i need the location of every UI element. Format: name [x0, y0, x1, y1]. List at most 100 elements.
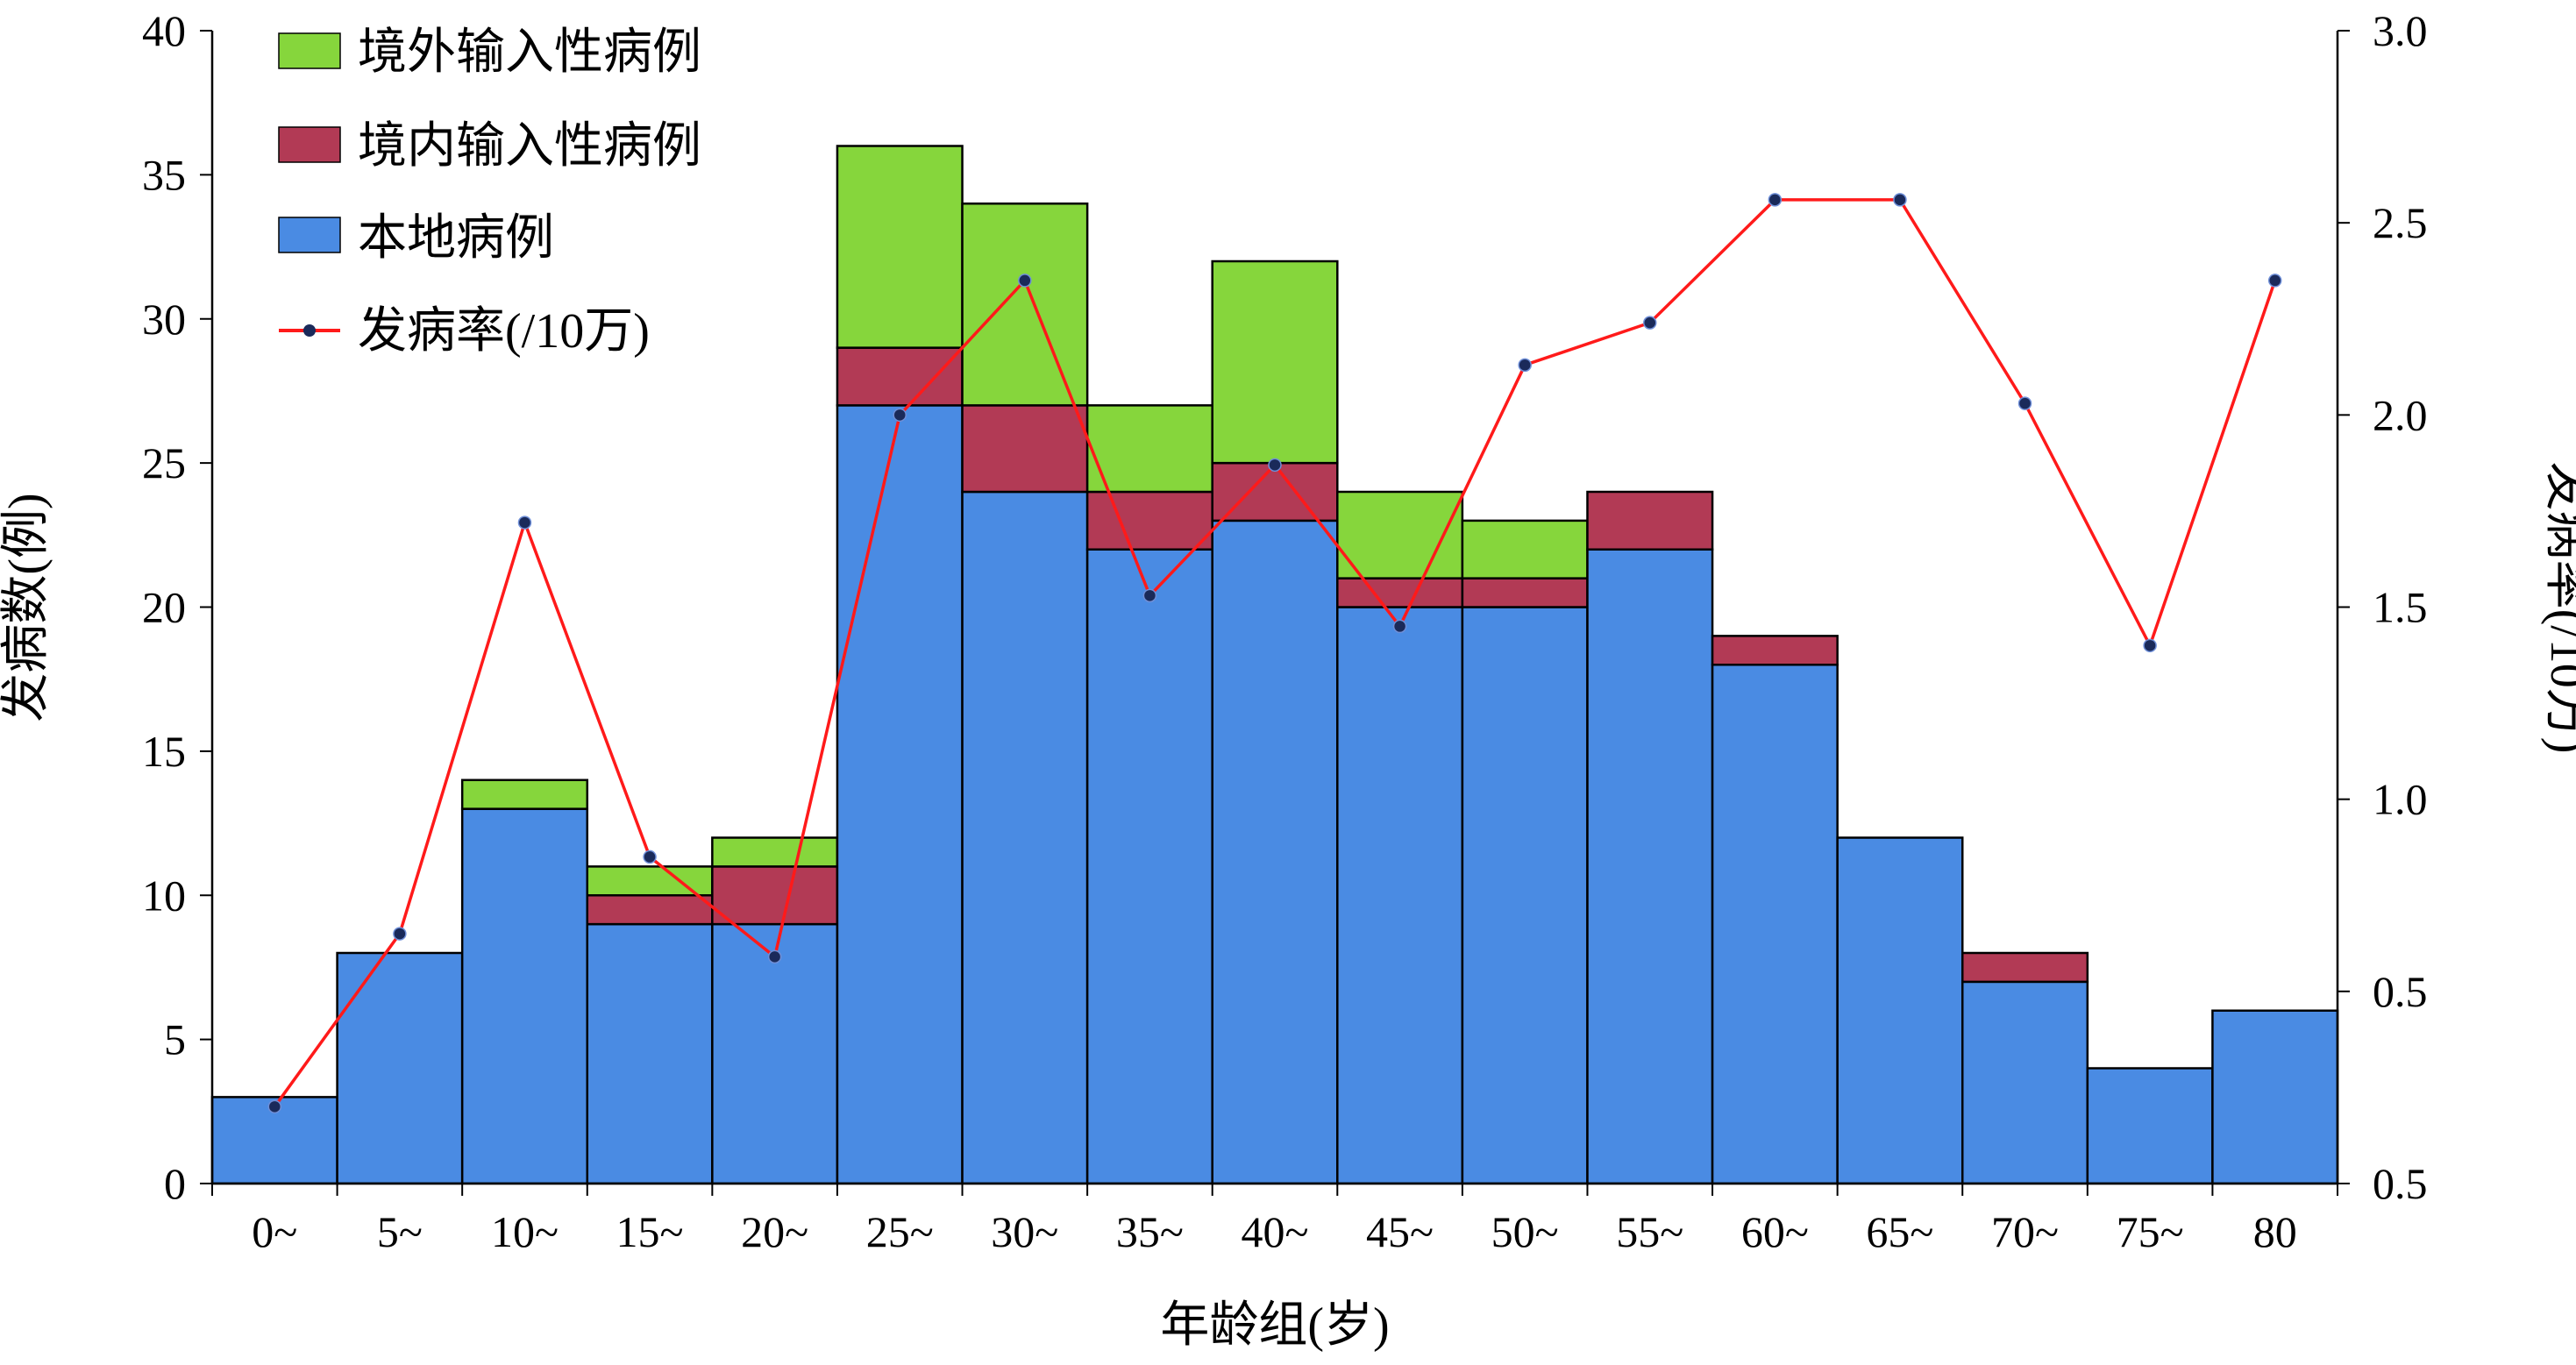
y-left-tick-label-5: 25 [142, 438, 186, 487]
bar-series-2-3 [586, 865, 714, 897]
bar-series-0-14 [1960, 980, 2089, 1185]
bar-series-1-7 [1085, 490, 1213, 551]
incidence-point-3 [643, 850, 657, 864]
x-tick-label-10: 50~ [1491, 1207, 1559, 1256]
bar-series-0-8 [1211, 519, 1339, 1185]
x-tick-label-3: 15~ [616, 1207, 684, 1256]
bar-series-0-3 [586, 922, 714, 1185]
incidence-point-8 [1268, 458, 1282, 473]
y-right-tick-label-4: 2.0 [2373, 390, 2428, 439]
bar-series-0-15 [2086, 1067, 2214, 1185]
bar-series-0-9 [1336, 606, 1464, 1185]
x-tick-label-4: 20~ [741, 1207, 808, 1256]
bar-series-2-10 [1461, 519, 1589, 579]
incidence-point-4 [767, 949, 782, 964]
y-right-tick-label-1: 0.5 [2373, 967, 2428, 1016]
legend-label-local: 本地病例 [358, 211, 554, 266]
y-left-tick-label-3: 15 [142, 727, 186, 776]
y-right-tick-label-5: 2.5 [2373, 198, 2428, 247]
legend-swatch-domestic-imported [278, 126, 341, 163]
incidence-point-14 [2017, 396, 2032, 410]
legend-swatch-local [278, 217, 341, 253]
bar-series-2-9 [1336, 490, 1464, 579]
y-right-tick-label-6: 3.0 [2373, 6, 2428, 55]
bar-series-1-9 [1336, 577, 1464, 608]
incidence-point-0 [267, 1099, 282, 1114]
incidence-point-6 [1018, 274, 1032, 288]
legend-swatch-overseas-imported [278, 32, 341, 69]
bar-series-2-2 [460, 778, 589, 810]
bar-series-2-4 [711, 836, 839, 868]
bar-series-1-11 [1586, 490, 1714, 551]
x-tick-label-6: 30~ [991, 1207, 1058, 1256]
y-right-tick-label-2: 1.0 [2373, 775, 2428, 824]
y-left-tick-label-4: 20 [142, 583, 186, 632]
bar-series-0-13 [1836, 836, 1964, 1185]
bar-series-0-5 [836, 404, 964, 1185]
x-tick-label-15: 75~ [2117, 1207, 2184, 1256]
legend-label-incidence: 发病率(/10万) [358, 304, 650, 359]
y-left-tick-label-1: 5 [164, 1015, 186, 1064]
x-tick-label-16: 80 [2253, 1207, 2297, 1256]
incidence-point-10 [1518, 358, 1532, 373]
y-left-tick-label-7: 35 [142, 150, 186, 199]
bar-series-1-12 [1711, 635, 1839, 666]
incidence-point-2 [517, 515, 532, 530]
x-tick-label-13: 65~ [1866, 1207, 1933, 1256]
x-tick-label-12: 60~ [1741, 1207, 1809, 1256]
legend-label-domestic-imported: 境内输入性病例 [358, 119, 701, 174]
incidence-point-13 [1893, 193, 1907, 207]
incidence-point-11 [1643, 316, 1657, 330]
bar-series-1-5 [836, 346, 964, 407]
incidence-point-9 [1392, 619, 1407, 634]
y-left-tick-label-2: 10 [142, 871, 186, 920]
y-right-tick-label-0: 0.5 [2373, 1159, 2428, 1208]
legend: 境外输入性病例 境内输入性病例 本地病例 发病率(/10万) [278, 25, 701, 359]
bar-series-0-10 [1461, 606, 1589, 1185]
bar-series-0-16 [2211, 1009, 2339, 1185]
bar-series-0-1 [336, 951, 464, 1185]
x-tick-label-8: 40~ [1241, 1207, 1308, 1256]
bar-series-1-6 [961, 404, 1089, 494]
bar-series-0-11 [1586, 548, 1714, 1185]
bar-series-1-4 [711, 865, 839, 926]
bar-series-2-6 [961, 203, 1089, 407]
bar-series-0-12 [1711, 664, 1839, 1185]
x-axis-title: 年龄组(岁) [1160, 1298, 1389, 1353]
incidence-point-16 [2267, 274, 2282, 288]
y-axis-right-title: 发病率(/10万) [2540, 462, 2576, 754]
bar-series-0-2 [460, 807, 589, 1185]
x-tick-label-5: 25~ [866, 1207, 934, 1256]
y-left-tick-label-0: 0 [164, 1159, 186, 1208]
ticks-layer: 0~ 5~ 10~ 15~ 20~ 25~ 30~ 35~ 40~ 45~ 50~ 55~ 60~ 65~… [142, 6, 2428, 1256]
x-tick-label-1: 5~ [377, 1207, 423, 1256]
bar-series-0-7 [1085, 548, 1213, 1185]
bar-series-1-14 [1960, 951, 2089, 984]
line-layer [267, 193, 2282, 1114]
y-left-tick-label-8: 40 [142, 6, 186, 55]
x-tick-label-2: 10~ [491, 1207, 559, 1256]
x-tick-label-9: 45~ [1366, 1207, 1434, 1256]
y-axis-left-title: 发病数(例) [0, 493, 53, 722]
incidence-point-12 [1768, 193, 1783, 207]
x-tick-label-0: 0~ [252, 1207, 297, 1256]
bar-series-2-7 [1085, 404, 1213, 494]
incidence-point-5 [893, 408, 907, 423]
bar-series-2-8 [1211, 259, 1339, 465]
y-left-tick-label-6: 30 [142, 295, 186, 344]
x-tick-label-11: 55~ [1616, 1207, 1683, 1256]
incidence-point-7 [1142, 588, 1157, 603]
x-tick-label-14: 70~ [1991, 1207, 2059, 1256]
legend-label-overseas-imported: 境外输入性病例 [358, 25, 701, 80]
x-tick-label-7: 35~ [1116, 1207, 1184, 1256]
incidence-point-1 [393, 927, 407, 941]
bars-layer [210, 145, 2339, 1185]
incidence-point-15 [2143, 638, 2157, 653]
bar-series-2-5 [836, 145, 964, 349]
legend-line-marker [303, 324, 316, 337]
bar-series-1-3 [586, 894, 714, 926]
y-right-tick-label-3: 1.5 [2373, 583, 2428, 632]
bar-series-1-10 [1461, 577, 1589, 608]
